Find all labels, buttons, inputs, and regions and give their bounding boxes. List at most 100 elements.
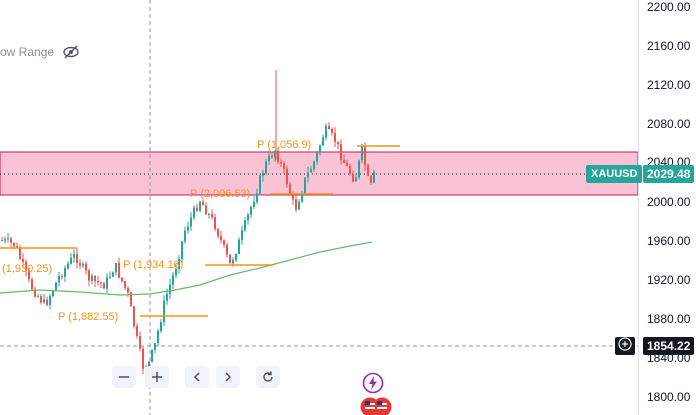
candle-body xyxy=(292,193,294,200)
zoom-out-button[interactable] xyxy=(112,366,136,388)
chevron-right-icon xyxy=(225,372,232,382)
crosshair-price-badge: 1854.22 xyxy=(643,337,695,355)
candle-body xyxy=(88,270,90,281)
candle-body xyxy=(349,166,351,174)
candle-body xyxy=(211,213,213,218)
candle-body xyxy=(67,263,69,269)
eye-crossed-icon[interactable] xyxy=(62,44,80,60)
price-axis[interactable]: 2200.00 2160.00 2120.00 2080.00 2040.00 … xyxy=(638,0,696,415)
pivot-label-4: P (1,882.55) xyxy=(58,311,119,323)
candle-body xyxy=(109,276,111,278)
plot-pane[interactable]: ow Range P (1,056.9) P (2,006.53) P (1,9… xyxy=(0,0,638,415)
candle-body xyxy=(202,201,204,206)
candle-body xyxy=(49,296,51,305)
candle-body xyxy=(166,293,168,301)
show-range-label[interactable]: ow Range xyxy=(0,45,55,59)
candle-body xyxy=(1,240,3,241)
candle-body xyxy=(19,247,21,259)
candle-body xyxy=(85,263,87,271)
candle-body xyxy=(91,275,93,281)
candle-body xyxy=(265,161,267,174)
moving-average-line xyxy=(0,241,373,296)
candle-body xyxy=(337,141,339,145)
candlestick-plot[interactable] xyxy=(0,0,638,415)
price-tick: 2200.00 xyxy=(647,0,691,14)
crosshair-plus-button[interactable] xyxy=(615,337,635,355)
candle-body xyxy=(106,277,108,289)
candle-body xyxy=(235,254,237,260)
candle-body xyxy=(217,229,219,237)
candle-body xyxy=(133,306,135,327)
candle-body xyxy=(115,263,117,273)
price-tick: 1880.00 xyxy=(647,312,691,326)
candle-body xyxy=(79,263,81,266)
candle-body xyxy=(271,155,273,158)
candle-body xyxy=(40,296,42,303)
price-tick: 2120.00 xyxy=(647,78,691,92)
candle-body xyxy=(130,292,132,307)
candle-body xyxy=(178,258,180,269)
candle-body xyxy=(286,168,288,185)
candle-body xyxy=(256,193,258,202)
candle-body xyxy=(157,330,159,344)
candle-body xyxy=(232,259,234,264)
candle-body xyxy=(64,268,66,277)
candle-body xyxy=(340,144,342,160)
scroll-left-button[interactable] xyxy=(185,366,209,388)
scroll-right-button[interactable] xyxy=(216,366,240,388)
candle-body xyxy=(142,348,144,369)
candle-body xyxy=(100,282,102,284)
candle-body xyxy=(52,290,54,297)
candle-body xyxy=(334,132,336,142)
candle-body xyxy=(304,177,306,193)
candle-body xyxy=(307,172,309,178)
candle-body xyxy=(259,175,261,194)
lightning-icon[interactable] xyxy=(362,372,384,394)
supply-zone xyxy=(0,151,638,196)
candle-body xyxy=(346,163,348,167)
candle-body xyxy=(175,268,177,276)
candle-body xyxy=(301,192,303,202)
candle-body xyxy=(367,165,369,176)
candle-body xyxy=(181,241,183,259)
candle-body xyxy=(247,214,249,221)
candle-body xyxy=(4,239,6,241)
candle-body xyxy=(151,349,153,362)
price-tick: 2160.00 xyxy=(647,39,691,53)
candle-body xyxy=(220,236,222,241)
candle-body xyxy=(352,173,354,182)
pivot-label-5: (1,930.25) xyxy=(2,263,53,275)
candle-body xyxy=(241,230,243,240)
candle-body xyxy=(277,150,279,163)
zoom-in-button[interactable] xyxy=(145,366,169,388)
candle-body xyxy=(169,284,171,294)
candle-body xyxy=(331,129,333,133)
price-tick: 2080.00 xyxy=(647,117,691,131)
candle-body xyxy=(103,283,105,289)
candle-body xyxy=(25,261,27,271)
candle-body xyxy=(163,300,165,323)
candle-body xyxy=(298,201,300,210)
candle-body xyxy=(118,263,120,278)
candle-body xyxy=(160,322,162,331)
candle-body xyxy=(358,160,360,178)
candle-body xyxy=(46,299,48,305)
reset-chart-button[interactable] xyxy=(256,366,280,388)
candle-body xyxy=(223,240,225,245)
candle-body xyxy=(355,177,357,182)
candle-body xyxy=(94,275,96,282)
candle-body xyxy=(61,276,63,278)
candle-body xyxy=(214,217,216,230)
candle-body xyxy=(373,171,375,183)
candle-body xyxy=(205,205,207,215)
symbol-label: XAUUSD xyxy=(586,165,643,183)
candle-body xyxy=(7,238,9,240)
candle-body xyxy=(274,150,276,158)
candles-group xyxy=(1,70,375,380)
candle-body xyxy=(112,272,114,277)
candle-body xyxy=(289,184,291,194)
us-flag-icon[interactable] xyxy=(360,397,394,415)
candle-body xyxy=(184,230,186,242)
candle-body xyxy=(322,137,324,146)
